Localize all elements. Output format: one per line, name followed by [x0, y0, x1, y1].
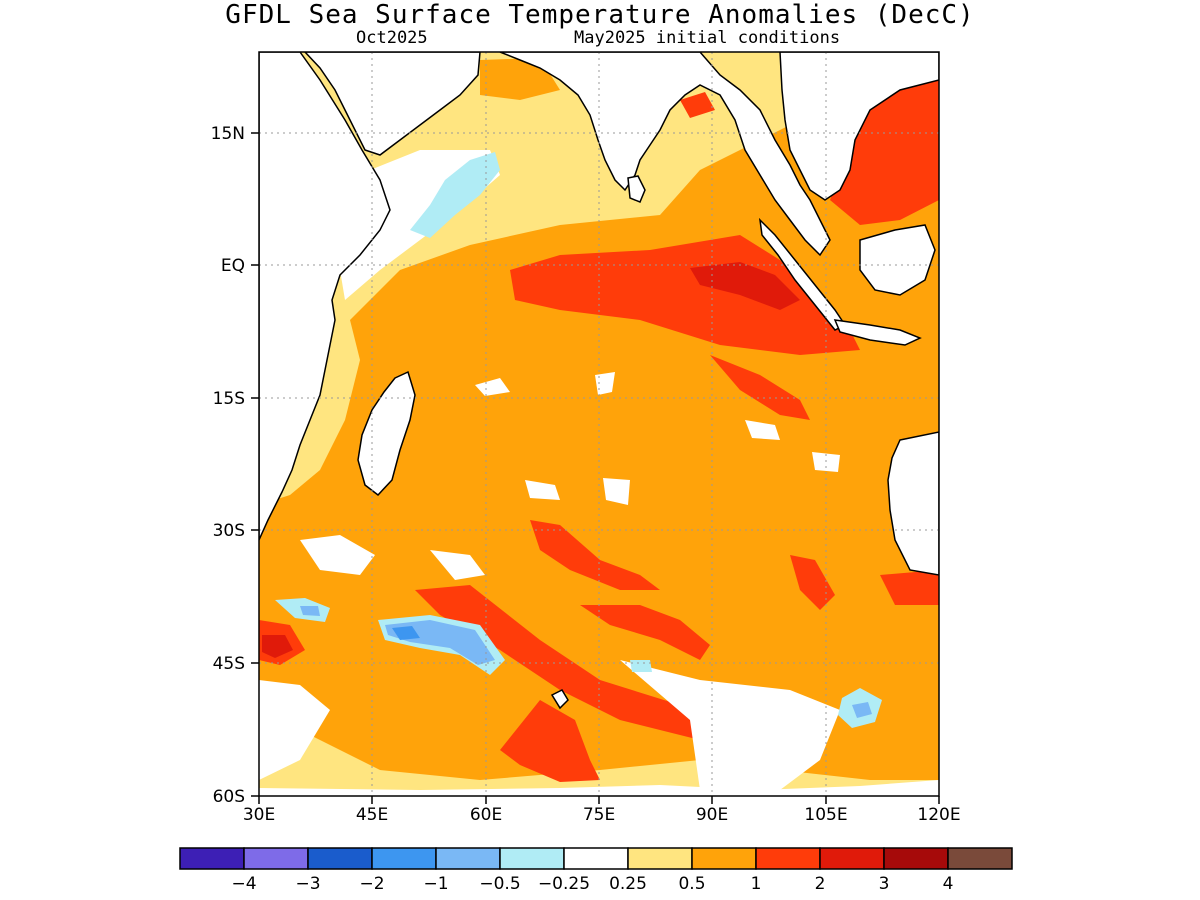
colorbar-swatch: [243, 847, 309, 870]
lat-label-45s: 45S: [213, 654, 245, 674]
colorbar-label: −0.5: [479, 874, 520, 894]
field-southeast-1-2: [880, 570, 939, 605]
field-neutral-blob-6: [603, 478, 630, 505]
graticule: [259, 52, 939, 796]
field-neutral-blob-2: [595, 372, 615, 395]
colorbar-swatch: [563, 847, 629, 870]
lat-label-30s: 30S: [213, 521, 245, 541]
land-sri-lanka: [627, 175, 646, 203]
colorbar-label: −1: [423, 874, 448, 894]
field-streak-3: [580, 605, 710, 660]
forecast-month: Oct2025: [356, 28, 428, 48]
colorbar-swatch: [307, 847, 373, 870]
field-southwest-core-2-3: [262, 635, 293, 658]
field-neutral-south-2: [430, 550, 485, 580]
field-equatorial-1-2: [510, 235, 860, 355]
colorbar-label: −2: [359, 874, 384, 894]
lon-label-45e: 45E: [356, 805, 388, 825]
field-neutral-south-1: [300, 535, 375, 575]
colorbar-label: −0.25: [538, 874, 590, 894]
field-neutral-bottom: [259, 780, 939, 796]
land-kerguelen: [550, 689, 569, 710]
field-southern-1-2: [500, 700, 600, 782]
colorbar-label: 0.25: [609, 874, 647, 894]
lat-label-15n: 15N: [211, 124, 245, 144]
colorbar-swatch: [499, 847, 565, 870]
field-neutral-south-4: [620, 660, 840, 790]
colorbar-swatch: [947, 847, 1013, 870]
lat-label-eq: EQ: [221, 256, 245, 276]
field-streak-2: [530, 520, 660, 590]
colorbar-swatch: [755, 847, 821, 870]
lon-label-30e: 30E: [243, 805, 275, 825]
lon-label-90e: 90E: [696, 805, 728, 825]
field-bengal-1-2: [680, 92, 715, 118]
colorbar-label: 1: [751, 874, 762, 894]
colorbar-label: −4: [231, 874, 256, 894]
axis-ticks: [251, 132, 940, 804]
land-borneo: [859, 224, 936, 296]
map-title: GFDL Sea Surface Temperature Anomalies (…: [225, 0, 975, 30]
colorbar-swatch: [627, 847, 693, 870]
land-java: [833, 319, 922, 346]
colorbar-swatch: [371, 847, 437, 870]
field-neutral-blob-5: [525, 480, 560, 500]
longitude-labels: 30E 45E 60E 75E 90E 105E 120E: [243, 805, 961, 825]
initial-conditions: May2025 initial conditions: [574, 28, 841, 48]
colorbar-swatch: [883, 847, 949, 870]
field-cool-arabian: [410, 152, 500, 238]
field-cool-south-1-core: [392, 626, 420, 640]
colorbar-swatch: [179, 847, 245, 870]
field-cool-south-3-inner: [852, 702, 872, 718]
field-equatorial-2-3: [690, 262, 800, 310]
land-africa: [259, 52, 391, 541]
land-arabia: [303, 52, 481, 156]
land-southeast-asia: [779, 52, 939, 201]
colorbar-swatch: [691, 847, 757, 870]
lon-label-105e: 105E: [804, 805, 847, 825]
colorbar-label: 3: [879, 874, 890, 894]
colorbar-label: 4: [943, 874, 954, 894]
land-india-asia: [499, 52, 831, 257]
lon-label-60e: 60E: [470, 805, 502, 825]
colorbar: −4 −3 −2 −1 −0.5 −0.25 0.25 0.5 1 2 3 4: [179, 847, 1013, 894]
lat-label-15s: 15S: [213, 389, 245, 409]
colorbar-label: 0.5: [678, 874, 705, 894]
colorbar-swatch: [819, 847, 885, 870]
field-streak-1: [415, 585, 720, 740]
field-cool-south-4: [630, 660, 652, 672]
field-streak-4: [710, 355, 810, 420]
land-masses: [259, 52, 939, 710]
colorbar-swatch: [435, 847, 501, 870]
latitude-labels: 15N EQ 15S 30S 45S 60S: [211, 124, 245, 807]
lat-label-60s: 60S: [213, 787, 245, 807]
land-australia: [887, 431, 939, 576]
field-cool-south-2-inner: [300, 606, 320, 616]
lon-label-75e: 75E: [583, 805, 615, 825]
lon-label-120e: 120E: [917, 805, 960, 825]
field-neutral-blob-1: [475, 378, 510, 396]
colorbar-label: 2: [815, 874, 826, 894]
colorbar-label: −3: [295, 874, 320, 894]
field-neutral-south-3: [259, 680, 330, 780]
field-midsouth-1-2: [790, 555, 835, 610]
field-neutral-blob-3: [745, 420, 780, 440]
land-madagascar: [357, 370, 416, 497]
